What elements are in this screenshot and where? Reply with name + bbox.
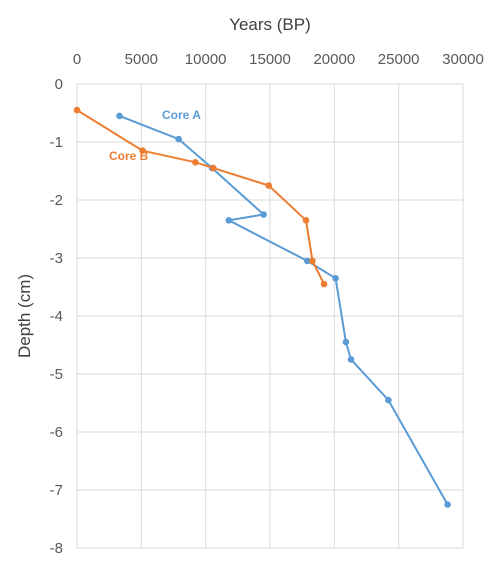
y-tick-labels: 0 -1 -2 -3 -4 -5 -6 -7 -8 xyxy=(50,76,63,557)
core-b-point xyxy=(210,164,217,172)
core-b-point xyxy=(139,147,146,154)
core-b-label: Core B xyxy=(109,149,149,163)
core-a-point xyxy=(385,396,392,404)
core-a-point xyxy=(304,257,311,265)
core-a-point xyxy=(260,211,267,218)
x-tick-label: 30000 xyxy=(442,51,484,68)
core-b-point xyxy=(309,257,316,265)
core-b-point xyxy=(302,217,310,224)
series-labels: Core A Core B xyxy=(109,108,201,163)
y-tick-label: -1 xyxy=(50,134,63,151)
y-tick-label: -6 xyxy=(50,424,63,441)
core-a-point xyxy=(116,112,123,120)
y-tick-label: -7 xyxy=(50,482,63,499)
x-axis-title: Years (BP) xyxy=(229,15,311,34)
y-tick-label: -5 xyxy=(50,366,63,383)
core-b-point xyxy=(265,182,273,189)
core-a-label: Core A xyxy=(162,108,201,122)
core-a-point xyxy=(347,356,355,363)
x-tick-label: 5000 xyxy=(125,51,158,68)
y-tick-label: 0 xyxy=(55,76,63,93)
x-tick-label: 20000 xyxy=(313,51,355,68)
core-a-point xyxy=(332,275,339,282)
core-b-point xyxy=(192,159,199,166)
y-tick-label: -4 xyxy=(50,308,63,325)
x-tick-label: 25000 xyxy=(378,51,420,68)
core-a-point xyxy=(175,135,182,143)
y-tick-label: -3 xyxy=(50,250,63,267)
core-b-point xyxy=(73,106,81,114)
series-layer xyxy=(73,106,451,508)
x-tick-label: 0 xyxy=(73,51,81,68)
core-a-point xyxy=(342,338,350,346)
core-b-point xyxy=(320,280,328,288)
y-axis-title: Depth (cm) xyxy=(15,274,34,358)
core-b-line xyxy=(76,109,325,285)
x-tick-label: 15000 xyxy=(249,51,291,68)
x-tick-labels: 0 5000 10000 15000 20000 25000 30000 xyxy=(73,51,484,68)
y-tick-label: -8 xyxy=(50,540,63,557)
core-a-point xyxy=(225,217,233,224)
y-tick-label: -2 xyxy=(50,192,63,209)
x-tick-label: 10000 xyxy=(185,51,227,68)
core-a-point xyxy=(444,501,451,508)
